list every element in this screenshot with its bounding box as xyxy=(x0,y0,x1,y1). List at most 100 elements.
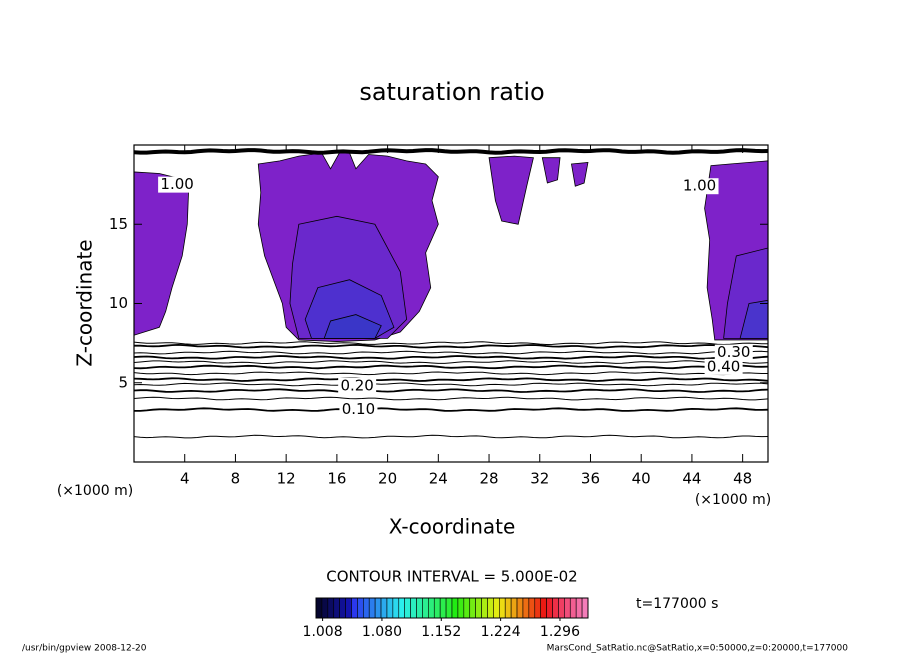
y-axis-unit: (×1000 m) xyxy=(57,483,133,499)
x-tick-label: 8 xyxy=(231,470,241,488)
colorbar-cell xyxy=(528,597,536,619)
colorbar-cell xyxy=(351,597,358,619)
colorbar-tick-label: 1.296 xyxy=(540,624,580,640)
contour-line xyxy=(133,371,768,376)
contour-line xyxy=(133,382,769,387)
colorbar-cell xyxy=(564,597,571,619)
x-tick-label: 40 xyxy=(632,470,651,488)
x-tick-label: 12 xyxy=(277,470,296,488)
colorbar-cell xyxy=(380,597,388,619)
contour-label-bg xyxy=(158,176,197,193)
colorbar-cell xyxy=(357,597,364,619)
colorbar-cell xyxy=(451,597,459,619)
time-label: t=177000 s xyxy=(636,596,718,612)
colorbar-cell xyxy=(546,597,553,619)
colorbar-cell xyxy=(575,597,583,619)
y-tick-label: 15 xyxy=(109,215,128,233)
colorbar-cell xyxy=(333,597,340,619)
contour-line xyxy=(133,350,769,355)
colorbar-cell xyxy=(569,597,577,619)
colorbar-cell xyxy=(398,597,405,619)
colorbar-cell xyxy=(428,597,435,619)
contour-line xyxy=(134,343,769,349)
plot-frame xyxy=(133,144,769,463)
x-tick-label: 4 xyxy=(180,470,190,488)
contour-label: 0.10 xyxy=(342,400,375,418)
contour-label: 0.30 xyxy=(717,343,750,361)
colorbar-cell xyxy=(315,597,323,619)
colorbar-cell xyxy=(404,597,411,619)
shaded-region xyxy=(323,314,382,339)
contour-label: 1.00 xyxy=(160,175,193,193)
colorbar-cell xyxy=(481,597,488,619)
contour-line xyxy=(134,407,769,412)
contour-line xyxy=(133,396,769,401)
x-tick-label: 36 xyxy=(581,470,600,488)
contour-interval: CONTOUR INTERVAL = 5.000E-02 xyxy=(326,568,577,586)
x-tick-label: 48 xyxy=(733,470,752,488)
colorbar-cell xyxy=(534,597,541,619)
colorbar-cell xyxy=(345,597,352,619)
shaded-region xyxy=(133,171,189,336)
footer-left: /usr/bin/gpview 2008-12-20 xyxy=(22,644,147,654)
colorbar-cell xyxy=(327,597,335,619)
x-tick-label: 24 xyxy=(429,470,448,488)
colorbar-tick-label: 1.008 xyxy=(303,624,343,640)
colorbar-cell xyxy=(386,597,394,619)
contour-label: 1.00 xyxy=(683,177,716,195)
x-tick-label: 16 xyxy=(327,470,346,488)
colorbar-cell xyxy=(516,597,524,619)
shaded-region xyxy=(570,161,589,187)
colorbar-cell xyxy=(457,597,465,619)
contour-line xyxy=(133,377,769,382)
colorbar-cell xyxy=(445,597,453,619)
shaded-region xyxy=(488,155,534,225)
contour-line xyxy=(133,148,769,155)
contour-label-bg xyxy=(680,178,719,195)
colorbar-cell xyxy=(493,597,500,619)
x-tick-label: 20 xyxy=(378,470,397,488)
colorbar-cell xyxy=(581,597,589,619)
colorbar-cell xyxy=(368,597,376,619)
colorbar-cell xyxy=(552,597,559,619)
colorbar-tick-label: 1.080 xyxy=(362,624,402,640)
colorbar-cell xyxy=(504,597,512,619)
contour-line xyxy=(133,434,769,439)
contour-label-bg xyxy=(704,358,743,375)
colorbar-cell xyxy=(339,597,346,619)
colorbar-cell xyxy=(433,597,441,619)
colorbar-cell xyxy=(422,597,429,619)
x-tick-label: 32 xyxy=(530,470,549,488)
y-tick-label: 5 xyxy=(118,373,128,391)
contour-label: 0.40 xyxy=(707,357,740,375)
colorbar-cell xyxy=(475,597,482,619)
y-tick-label: 10 xyxy=(109,294,128,312)
contour-label-bg xyxy=(338,377,377,394)
colorbar-tick-label: 1.152 xyxy=(421,624,461,640)
colorbar-cell xyxy=(522,597,530,619)
footer-right: MarsCond_SatRatio.nc@SatRatio,x=0:50000,… xyxy=(547,644,849,654)
contour-line xyxy=(133,388,769,393)
y-axis-label: Z-coordinate xyxy=(73,239,97,366)
contour-line xyxy=(133,355,769,360)
x-tick-label: 28 xyxy=(479,470,498,488)
contour-label-bg xyxy=(714,344,753,361)
contour-label: 0.20 xyxy=(340,376,373,394)
contour-line xyxy=(133,364,769,370)
colorbar-cell xyxy=(499,597,506,619)
shaded-region xyxy=(541,157,561,184)
colorbar-cell xyxy=(321,597,329,619)
contour-line xyxy=(133,360,769,365)
colorbar-cell xyxy=(540,597,547,619)
colorbar-cell xyxy=(487,597,494,619)
colorbar-cell xyxy=(510,597,518,619)
contour-label-bg xyxy=(339,401,378,418)
colorbar-frame xyxy=(315,597,589,619)
colorbar-cell xyxy=(439,597,447,619)
colorbar-cell xyxy=(463,597,471,619)
colorbar-cell xyxy=(416,597,423,619)
contour-line xyxy=(133,341,769,346)
colorbar-cell xyxy=(558,597,565,619)
colorbar-cell xyxy=(469,597,476,619)
